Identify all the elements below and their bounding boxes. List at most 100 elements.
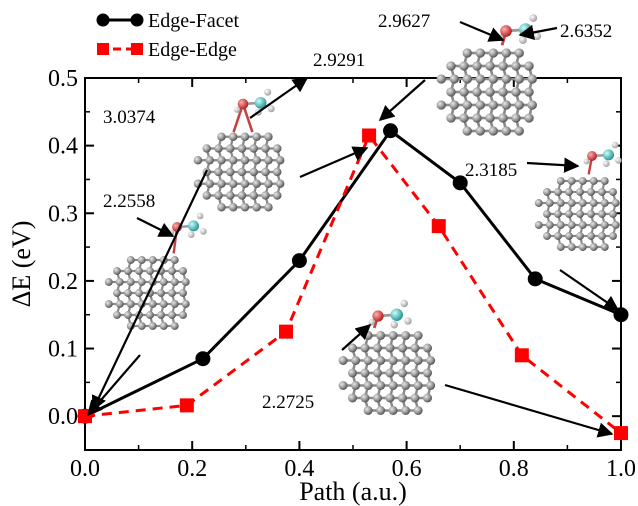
cluster-atom xyxy=(459,113,469,123)
cluster-atom xyxy=(567,177,576,185)
cluster-atom xyxy=(446,61,456,71)
cluster-atom xyxy=(410,393,420,403)
cluster-atom xyxy=(534,199,543,207)
cluster-atom xyxy=(524,61,534,71)
cluster-atom xyxy=(446,87,456,97)
cluster-atom xyxy=(376,331,386,340)
cluster-atom xyxy=(126,256,135,264)
cluster-atom xyxy=(527,100,537,110)
hydrogen-atom xyxy=(611,141,619,149)
cluster-atom xyxy=(472,113,482,123)
cluster-atom xyxy=(567,243,576,251)
cluster-atom xyxy=(168,311,176,319)
cluster-atom xyxy=(472,87,482,97)
x-tick-label: 1.0 xyxy=(606,456,636,482)
cluster-atom xyxy=(252,156,261,165)
tick-labels: 0.0 0.2 0.4 0.6 0.8 1.0 0.0 0.1 0.2 0.3 0.4 0.5 xyxy=(48,66,636,482)
cluster-atom xyxy=(373,393,382,403)
cluster-atom xyxy=(273,191,282,200)
oxygen-atom xyxy=(237,98,249,110)
cluster-atom xyxy=(556,221,565,229)
data-point xyxy=(614,426,628,441)
hydrogen-atom xyxy=(529,14,538,22)
cluster-atom xyxy=(488,100,498,110)
cluster-atom xyxy=(554,210,562,218)
annotation-arrow xyxy=(459,20,505,42)
cluster-atom xyxy=(202,191,211,200)
x-tick-label: 0.0 xyxy=(70,456,100,482)
cluster-atom xyxy=(485,87,495,97)
cluster-images xyxy=(104,14,622,415)
cluster-atom xyxy=(578,243,587,251)
cluster-atom xyxy=(567,221,576,229)
cluster-atom xyxy=(168,267,176,275)
cluster-atom xyxy=(398,393,407,403)
cluster-atom xyxy=(511,61,521,71)
cluster-atom xyxy=(363,356,373,365)
cluster-atom xyxy=(126,278,135,286)
annotation-arrows xyxy=(86,20,620,438)
cluster-final-edge-facet xyxy=(534,141,622,251)
cluster-atom xyxy=(485,113,495,123)
cluster-atom xyxy=(261,144,270,153)
x-tick-label: 0.4 xyxy=(284,456,314,482)
cluster-atom xyxy=(578,221,587,229)
cluster-atom xyxy=(338,356,348,365)
cluster-atom xyxy=(578,199,587,207)
cluster-atom xyxy=(576,232,584,240)
cluster-atom xyxy=(401,331,411,340)
cluster-final-edge-edge xyxy=(338,299,436,415)
annotation-arrow xyxy=(299,146,369,179)
legend-label-edge-facet: Edge-Facet xyxy=(148,10,240,32)
cluster-atom xyxy=(252,203,261,212)
cluster-atom xyxy=(598,188,606,196)
annotation-arrow xyxy=(526,157,580,173)
cluster-atom xyxy=(609,188,617,196)
cluster-atom xyxy=(462,48,472,58)
cluster-atom xyxy=(501,126,511,136)
cluster-atom xyxy=(388,356,398,365)
cluster-atom xyxy=(275,156,285,165)
hydrogen-atom xyxy=(264,88,272,96)
cluster-atom xyxy=(545,199,554,207)
hydrogen-atom xyxy=(615,157,622,164)
cluster-atom xyxy=(261,191,270,200)
cluster-atom xyxy=(600,177,609,185)
cluster-atom xyxy=(543,210,551,218)
cluster-atom xyxy=(348,368,357,378)
cluster-atom xyxy=(589,199,598,207)
cluster-atom xyxy=(524,87,534,97)
cluster-atom xyxy=(498,87,508,97)
cluster-atom xyxy=(556,243,565,251)
cluster-atom xyxy=(423,393,432,403)
bond-length-label: 2.2558 xyxy=(103,191,155,212)
oxygen-atom xyxy=(587,151,597,161)
cluster-atom xyxy=(240,203,250,212)
cluster-atom xyxy=(135,267,143,275)
cluster-atom xyxy=(426,356,436,365)
cluster-atom xyxy=(449,100,459,110)
hydrogen-atom xyxy=(390,321,398,329)
annotation-arrow xyxy=(444,383,614,438)
carbon-atom xyxy=(188,220,199,232)
cluster-atom xyxy=(436,74,446,84)
bond-length-label: 2.9291 xyxy=(313,50,365,71)
cluster-atom xyxy=(115,300,124,308)
cluster-atom xyxy=(501,48,511,58)
cluster-atom xyxy=(181,278,190,286)
cluster-atom xyxy=(388,331,398,340)
cluster-atom xyxy=(385,343,395,353)
cluster-atom xyxy=(600,243,609,251)
cluster-atom xyxy=(609,210,617,218)
cluster-atom xyxy=(413,331,423,340)
cluster-atom xyxy=(179,311,187,319)
cluster-atom xyxy=(135,289,143,297)
cluster-atom xyxy=(576,210,584,218)
oxygen-atom xyxy=(500,25,512,37)
cluster-atom xyxy=(351,356,361,365)
cluster-atom xyxy=(459,87,469,97)
cluster-atom xyxy=(388,381,398,390)
cluster-atom xyxy=(373,368,382,378)
cluster-atom xyxy=(113,311,121,319)
hydrogen-atom xyxy=(533,32,542,41)
